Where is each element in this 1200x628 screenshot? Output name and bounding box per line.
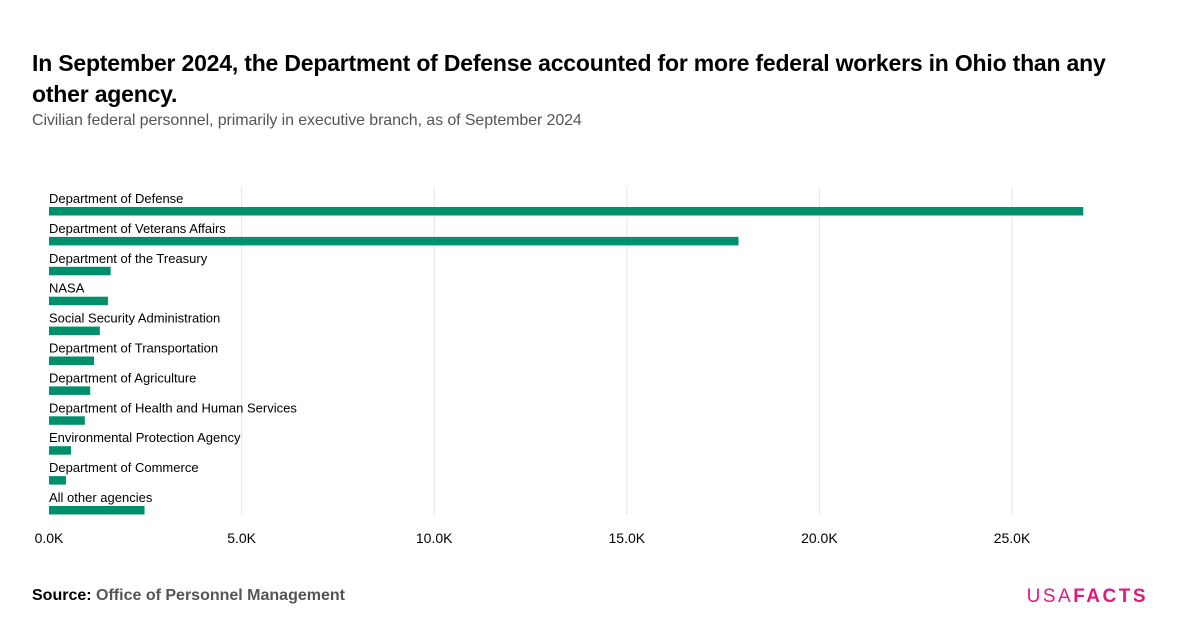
bar [49, 296, 108, 306]
chart-title: In September 2024, the Department of Def… [32, 50, 1106, 107]
logo-part-facts: FACTS [1073, 586, 1148, 607]
category-label: Department of the Treasury [49, 251, 208, 266]
source-note: Source: Office of Personnel Management [32, 587, 345, 605]
x-tick-label: 10.0K [416, 530, 453, 546]
source-label: Source: [32, 587, 92, 604]
x-tick-label: 5.0K [227, 530, 256, 546]
x-tick-label: 15.0K [609, 530, 646, 546]
category-label: Department of Health and Human Services [49, 400, 297, 415]
x-tick-label: 25.0K [994, 530, 1031, 546]
bar [49, 236, 739, 246]
category-label: Social Security Administration [49, 311, 220, 326]
x-tick-label: 0.0K [35, 530, 64, 546]
source-text: Office of Personnel Management [96, 587, 345, 604]
bar [49, 356, 95, 365]
category-label: Department of Veterans Affairs [49, 221, 226, 236]
bar [49, 416, 85, 425]
bar [49, 266, 111, 276]
logo-part-usa: USA [1026, 586, 1074, 607]
category-label: NASA [49, 281, 85, 296]
category-label: Department of Defense [49, 191, 183, 206]
bar [49, 386, 91, 395]
category-label: Department of Commerce [49, 460, 199, 475]
bar [49, 506, 145, 515]
x-tick-label: 20.0K [801, 530, 838, 546]
bar [49, 326, 100, 336]
bar [49, 476, 66, 485]
category-label: Environmental Protection Agency [49, 430, 241, 445]
bar [49, 446, 71, 455]
chart-subtitle: Civilian federal personnel, primarily in… [32, 112, 582, 129]
category-label: All other agencies [49, 490, 153, 505]
category-label: Department of Transportation [49, 341, 218, 356]
category-label: Department of Agriculture [49, 370, 196, 385]
bar [49, 207, 1084, 216]
usafacts-logo[interactable]: USAFACTS [1027, 586, 1148, 608]
